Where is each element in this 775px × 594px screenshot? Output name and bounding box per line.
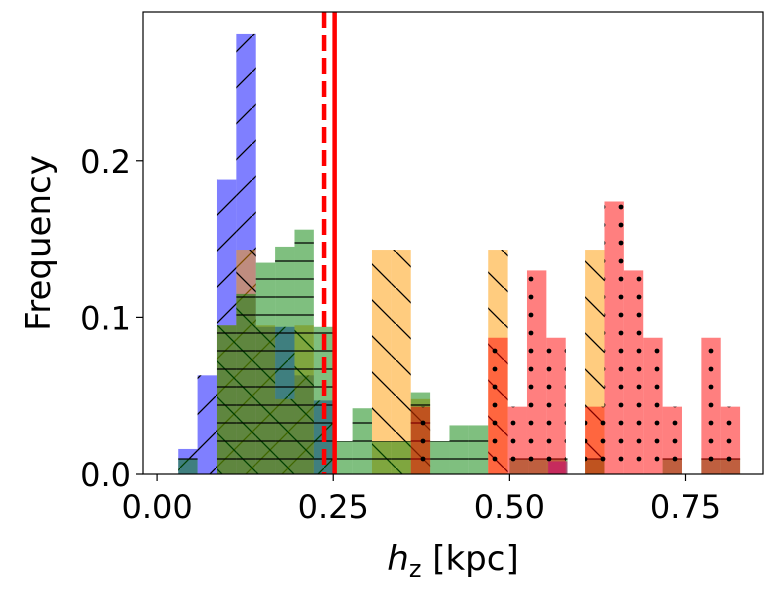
vlines-layer [321,12,337,474]
bar-magenta-0 [548,461,568,474]
x-tick-label-1: 0.25 [298,488,369,526]
bar-hatch-red-6 [604,201,624,474]
bar-hatch-green-14 [468,425,489,474]
bar-hatch-green-7 [333,441,353,474]
bar-hatch-green-6 [313,326,334,474]
bar-hatch-red-3 [526,270,547,474]
axes-frame [142,11,764,475]
bar-hatch-green-10 [391,441,411,474]
bars-layer [178,33,741,474]
bar-hatch-red-2 [507,406,527,474]
bar-hatch-green-9 [371,441,392,474]
series-magenta [548,461,568,474]
y-tick-label-2: 0.2 [80,143,131,181]
bar-hatch-green-5 [294,229,314,474]
bar-hatch-green-8 [352,408,372,474]
y-tick-label-0: 0.0 [80,456,131,494]
bar-hatch-green-1 [216,325,237,474]
bar-hatch-green-0 [178,458,198,474]
x-tick-label-0: 0.00 [121,488,192,526]
y-axis-label: Frequency [19,155,59,331]
bar-hatch-green-3 [255,262,276,474]
bar-hatch-orange-5 [371,250,392,474]
bar-hatch-red-11 [720,406,741,474]
bar-hatch-red-7 [623,270,644,474]
bar-hatch-green-4 [275,246,295,474]
series-red [410,201,741,474]
bar-hatch-green-13 [449,425,469,474]
bar-hatch-orange-6 [391,250,411,474]
bar-hatch-red-8 [643,337,663,474]
x-axis-ticks: 0.00 0.25 0.50 0.75 [121,474,721,526]
bar-hatch-red-9 [662,406,682,474]
y-axis-ticks: 0.0 0.1 0.2 [80,143,143,494]
x-axis-label-var: h [387,539,409,579]
bar-hatch-green-2 [236,293,256,474]
x-axis-label-sub: z [409,555,422,583]
bar-hatch-green-12 [430,441,450,474]
bar-hatch-red-10 [701,337,721,474]
x-axis-label: hz [kpc] [387,539,518,583]
x-tick-label-3: 0.75 [650,488,721,526]
bar-hatch-blue-1 [197,375,217,474]
y-tick-label-1: 0.1 [80,299,131,337]
x-tick-label-2: 0.50 [474,488,545,526]
bar-hatch-red-0 [410,406,431,474]
bar-hatch-red-1 [488,337,508,474]
bar-hatch-red-5 [585,406,605,474]
bar-hatch-red-4 [546,337,566,474]
x-axis-label-unit: [kpc] [421,539,518,579]
